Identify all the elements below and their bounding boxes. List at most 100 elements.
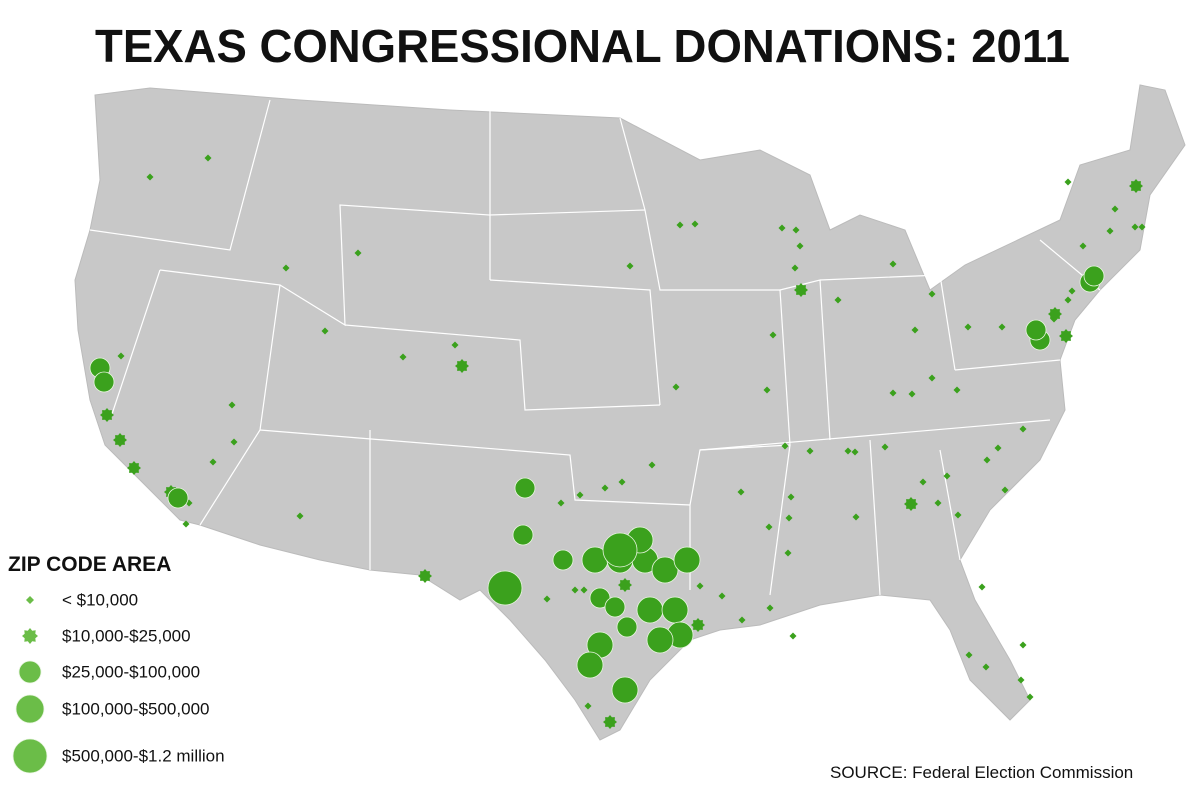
dot-small xyxy=(766,604,774,612)
dot-circle xyxy=(646,626,674,654)
dot-small xyxy=(296,512,304,520)
dot-circle xyxy=(604,596,626,618)
dot-small xyxy=(580,586,588,594)
dot-circle xyxy=(636,596,664,624)
dot-circle xyxy=(12,738,48,774)
dot-small xyxy=(1026,693,1034,701)
dot-small xyxy=(543,595,551,603)
dot-small xyxy=(994,444,1002,452)
dot-small xyxy=(571,586,579,594)
dot-small xyxy=(626,262,634,270)
dot-small xyxy=(1019,425,1027,433)
dot-star xyxy=(1059,329,1073,343)
dot-small xyxy=(791,264,799,272)
dot-small xyxy=(282,264,290,272)
dot-small xyxy=(928,374,936,382)
dot-small xyxy=(852,513,860,521)
dot-small xyxy=(919,478,927,486)
legend: < $10,000 $10,000-$25,000 $25,000-$100,000… xyxy=(12,590,225,774)
dot-small xyxy=(965,651,973,659)
dot-small xyxy=(557,499,565,507)
dot-small xyxy=(785,514,793,522)
dot-small xyxy=(737,488,745,496)
dot-small xyxy=(1138,223,1146,231)
dot-star xyxy=(455,359,469,373)
dot-circle xyxy=(651,556,679,584)
dot-small xyxy=(953,386,961,394)
dot-circle xyxy=(1083,265,1105,287)
dot-star xyxy=(618,578,632,592)
dot-small xyxy=(934,499,942,507)
dot-small xyxy=(230,438,238,446)
legend-label: $500,000-$1.2 million xyxy=(62,746,225,765)
legend-label: $10,000-$25,000 xyxy=(62,626,191,645)
dot-circle xyxy=(1025,319,1047,341)
dot-small xyxy=(618,478,626,486)
dot-circle xyxy=(167,487,189,509)
dot-small xyxy=(399,353,407,361)
dot-small xyxy=(806,447,814,455)
legend-label: $100,000-$500,000 xyxy=(62,699,209,718)
dot-star xyxy=(603,715,617,729)
dot-small xyxy=(354,249,362,257)
dot-small xyxy=(738,616,746,624)
legend-title: ZIP CODE AREA xyxy=(8,553,171,576)
map-title: TEXAS CONGRESSIONAL DONATIONS: 2011 xyxy=(95,20,1070,72)
dot-small xyxy=(576,491,584,499)
dot-small xyxy=(943,472,951,480)
dot-small xyxy=(889,389,897,397)
dot-small xyxy=(763,386,771,394)
dot-star xyxy=(1129,179,1143,193)
donation-dots xyxy=(89,154,1146,729)
dot-circle xyxy=(616,616,638,638)
dot-star xyxy=(100,408,114,422)
dot-small xyxy=(691,220,699,228)
dot-small xyxy=(844,447,852,455)
dot-small xyxy=(964,323,972,331)
dot-small xyxy=(26,596,34,604)
dot-star xyxy=(418,569,432,583)
dot-small xyxy=(648,461,656,469)
dot-small xyxy=(792,226,800,234)
dot-small xyxy=(451,341,459,349)
dot-small xyxy=(718,592,726,600)
dot-small xyxy=(889,260,897,268)
dot-star xyxy=(904,497,918,511)
dot-circle xyxy=(512,524,534,546)
dot-small xyxy=(321,327,329,335)
dot-small xyxy=(778,224,786,232)
dot-small xyxy=(1001,486,1009,494)
dot-star xyxy=(794,283,808,297)
dot-small xyxy=(182,520,190,528)
dot-small xyxy=(146,173,154,181)
dot-circle xyxy=(552,549,574,571)
dot-small xyxy=(851,448,859,456)
dot-small xyxy=(998,323,1006,331)
legend-label: $25,000-$100,000 xyxy=(62,662,200,681)
dot-small xyxy=(1068,287,1076,295)
dot-small xyxy=(1106,227,1114,235)
dot-circle xyxy=(93,371,115,393)
dot-small xyxy=(796,242,804,250)
dot-circle xyxy=(487,570,523,606)
source-note: SOURCE: Federal Election Commission xyxy=(830,763,1133,782)
dot-circle xyxy=(15,694,45,724)
dot-small xyxy=(584,702,592,710)
dot-small xyxy=(1064,178,1072,186)
dot-small xyxy=(1131,223,1139,231)
dot-small xyxy=(954,511,962,519)
dot-star xyxy=(1048,307,1062,321)
dot-small xyxy=(601,484,609,492)
dot-circle xyxy=(576,651,604,679)
dot-small xyxy=(117,352,125,360)
dot-circle xyxy=(661,596,689,624)
dot-small xyxy=(209,458,217,466)
dot-small xyxy=(784,549,792,557)
dot-small xyxy=(781,442,789,450)
dot-small xyxy=(1064,296,1072,304)
dot-small xyxy=(787,493,795,501)
dot-small xyxy=(228,401,236,409)
dot-small xyxy=(908,390,916,398)
dot-circle xyxy=(18,660,42,684)
dot-circle xyxy=(602,532,638,568)
